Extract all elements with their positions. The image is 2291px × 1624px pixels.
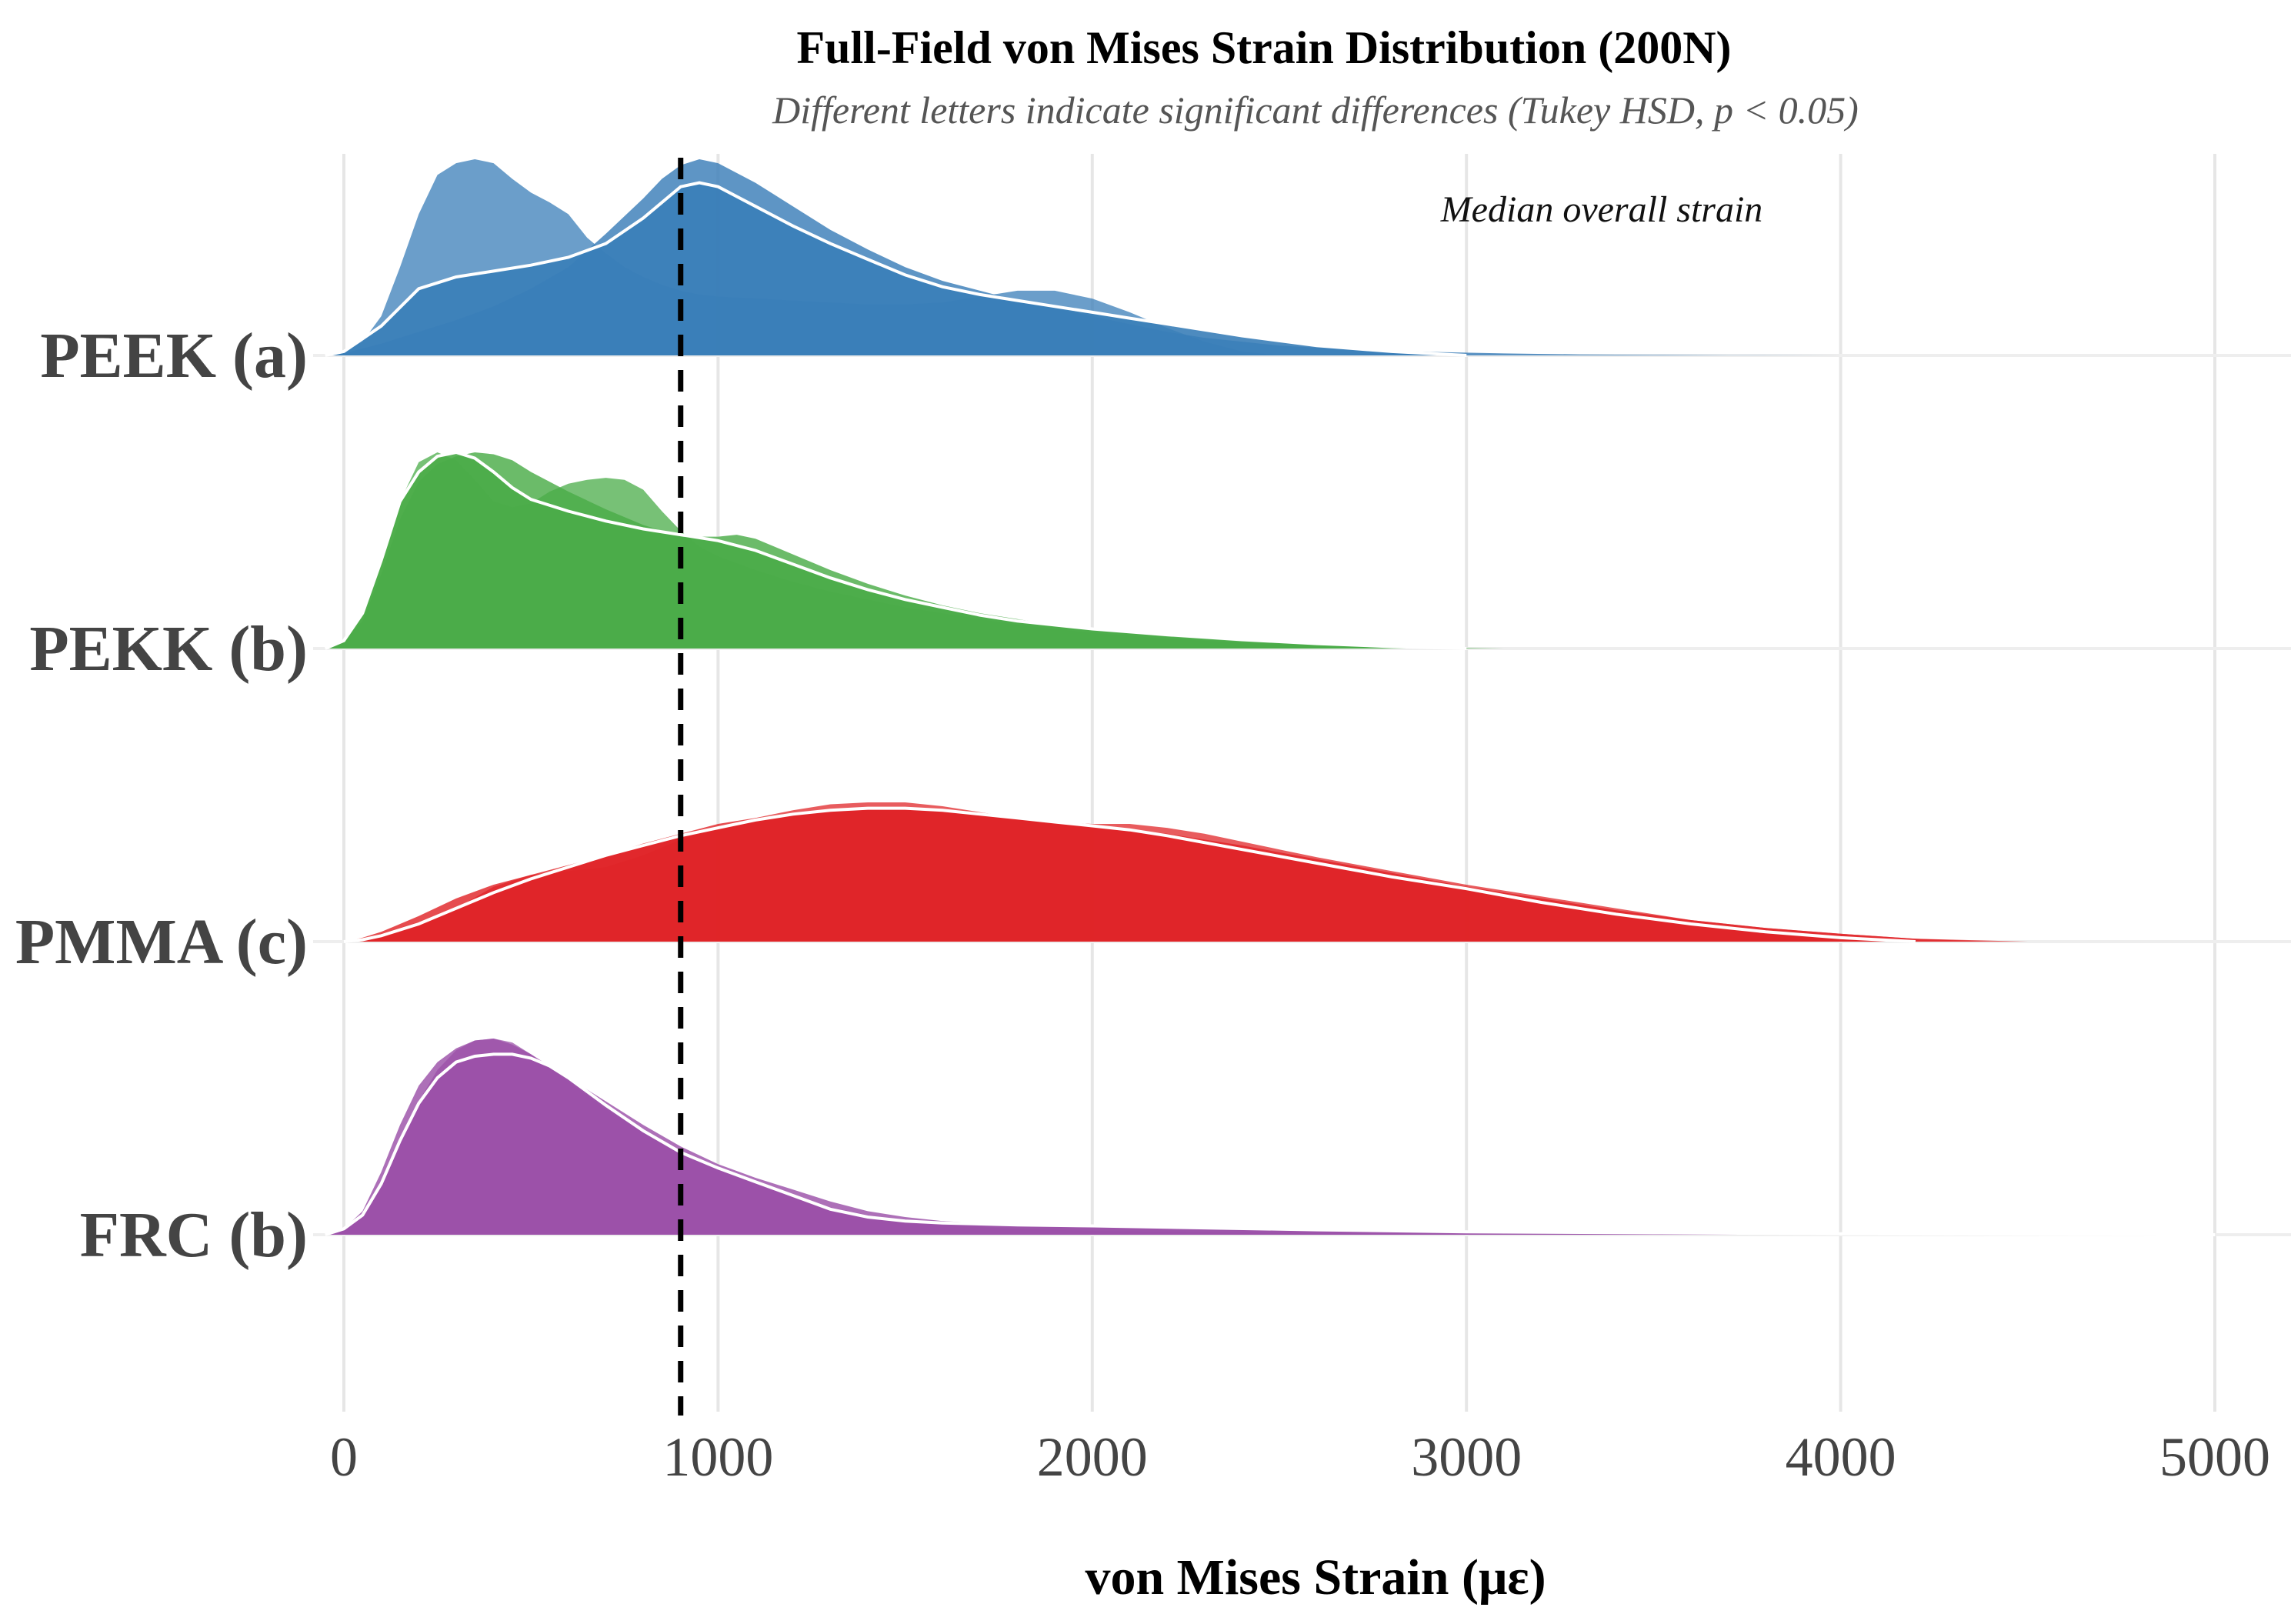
- density-area-3-2: [325, 1054, 2216, 1235]
- ridge-pekk: [324, 450, 1504, 650]
- y-label-pekk: PEKK (b): [29, 613, 308, 685]
- x-tick-label-0: 0: [330, 1426, 358, 1488]
- x-tick-label-4000: 4000: [1786, 1426, 1896, 1488]
- density-area-2-2: [344, 808, 1916, 942]
- reference-line-label: Median overall strain: [1440, 189, 1763, 230]
- density-outline-1: [324, 450, 1467, 650]
- density-area-1-2: [325, 452, 1467, 649]
- y-label-pmma: PMMA (c): [15, 906, 308, 978]
- x-tick-label-2000: 2000: [1037, 1426, 1148, 1488]
- y-label-peek: PEEK (a): [40, 320, 308, 392]
- x-tick-label-1000: 1000: [662, 1426, 773, 1488]
- density-outline-2: [343, 806, 1916, 943]
- ridge-frc: [325, 1039, 2216, 1236]
- chart-subtitle: Different letters indicate significant d…: [772, 88, 1859, 132]
- x-axis-title: von Mises Strain (με): [1085, 1549, 1546, 1606]
- x-axis-ticks: 0 1000 2000 3000 4000 5000: [330, 1426, 2270, 1488]
- ridge-peek: [325, 159, 1841, 357]
- density-outline-0: [325, 181, 1467, 357]
- ridge-pmma: [343, 802, 2028, 943]
- y-label-frc: FRC (b): [80, 1199, 308, 1271]
- x-tick-label-5000: 5000: [2159, 1426, 2270, 1488]
- x-tick-label-3000: 3000: [1411, 1426, 1522, 1488]
- density-ridges: [324, 159, 2216, 1236]
- chart-title: Full-Field von Mises Strain Distribution…: [796, 22, 1731, 73]
- density-area-0-2: [325, 182, 1467, 355]
- y-axis-labels: PEEK (a) PEKK (b) PMMA (c) FRC (b): [15, 320, 308, 1271]
